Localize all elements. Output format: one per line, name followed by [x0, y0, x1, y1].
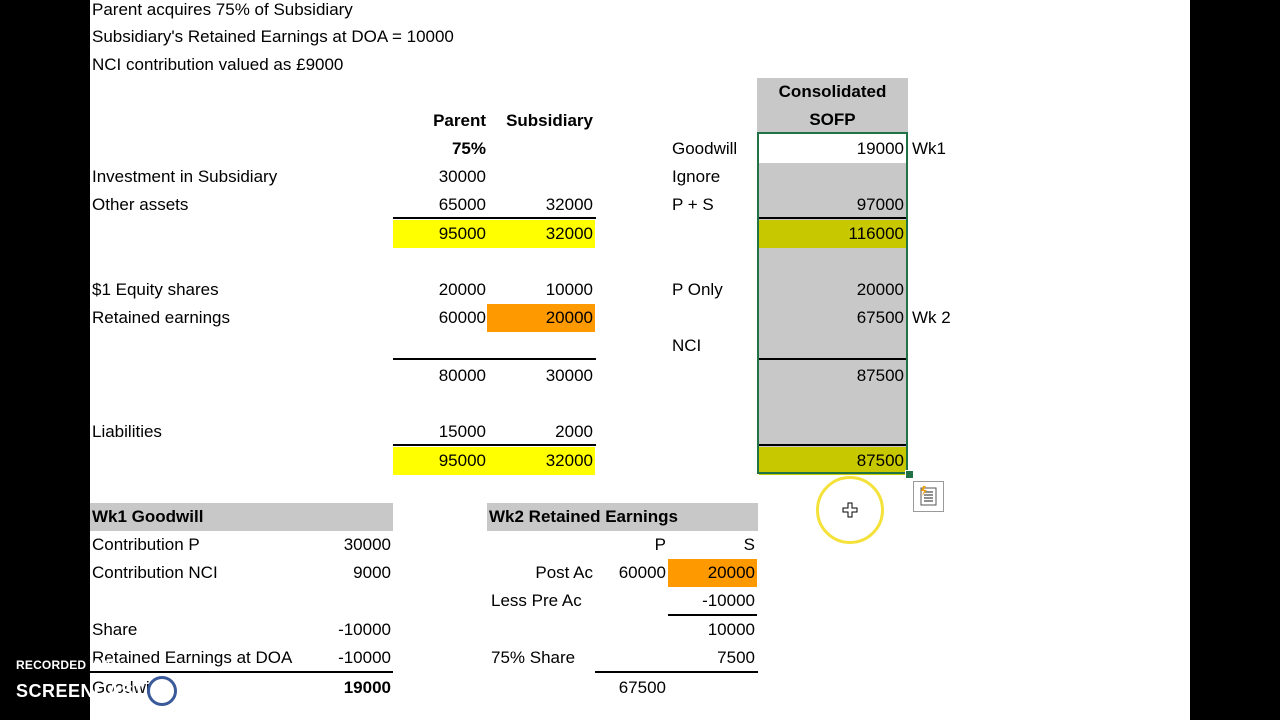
wk2-cell-post-ac-p[interactable]: 60000: [618, 563, 666, 582]
border-line: [668, 614, 757, 616]
quick-analysis-icon: [920, 486, 937, 506]
wk1-label-contribution-p: Contribution P: [92, 535, 200, 554]
note-nci: NCI contribution valued as £9000: [92, 55, 344, 74]
cell-assets-total-subsidiary[interactable]: 32000: [487, 220, 595, 248]
wk2-label-less-pre-ac: Less Pre Ac: [491, 591, 582, 610]
border-line: [393, 217, 596, 219]
cell-other-assets-subsidiary[interactable]: 32000: [545, 195, 593, 214]
cell-cursor-icon: [842, 502, 858, 518]
header-parent-percent: 75%: [451, 139, 486, 158]
wk1-label-contribution-nci: Contribution NCI: [92, 563, 218, 582]
label-goodwill: Goodwill: [672, 139, 738, 158]
wk1-cell-share[interactable]: -10000: [338, 620, 391, 639]
note-acquisition: Parent acquires 75% of Subsidiary: [92, 0, 353, 19]
wk2-cell-total-p[interactable]: 67500: [618, 678, 666, 697]
label-ignore: Ignore: [672, 167, 721, 186]
cell-consolidated-equity-total[interactable]: 87500: [856, 366, 904, 385]
border-line: [759, 444, 906, 446]
cell-assets-total-parent[interactable]: 95000: [393, 220, 488, 248]
wk2-label-post-ac: Post Ac: [535, 563, 593, 582]
screencast-logo-icon: [147, 676, 178, 706]
wk1-label-goodwill: Goodwill: [92, 678, 158, 697]
cell-consolidated-grand-total[interactable]: 87500: [759, 447, 906, 475]
label-investment: Investment in Subsidiary: [92, 167, 278, 186]
header-consolidated-line2: SOFP: [809, 110, 856, 129]
wk2-cell-75-share-s[interactable]: 7500: [717, 648, 755, 667]
selection-range: [757, 132, 908, 474]
wk1-title: Wk1 Goodwill: [90, 503, 393, 531]
header-consolidated-sofp: Consolidated SOFP: [757, 78, 908, 134]
border-line: [90, 671, 393, 673]
cell-consolidated-retained[interactable]: 67500: [856, 308, 904, 327]
label-p-plus-s: P + S: [672, 195, 714, 214]
border-line: [759, 217, 906, 219]
label-p-only: P Only: [672, 280, 723, 299]
cell-retained-parent[interactable]: 60000: [438, 308, 486, 327]
wk2-title: Wk2 Retained Earnings: [487, 503, 758, 531]
wk2-cell-subtotal-s[interactable]: 10000: [707, 620, 755, 639]
consolidated-column-fill: [759, 162, 906, 472]
cell-grand-total-parent[interactable]: 95000: [393, 447, 488, 475]
cell-retained-subsidiary[interactable]: 20000: [487, 304, 595, 332]
ref-wk1: Wk1: [912, 139, 946, 158]
wk1-cell-contribution-p[interactable]: 30000: [343, 535, 391, 554]
label-liabilities: Liabilities: [92, 422, 162, 441]
border-line: [595, 671, 758, 673]
watermark-recorded-with: RECORDED WITH: [16, 658, 122, 672]
wk2-cell-less-pre-ac-s[interactable]: -10000: [702, 591, 755, 610]
cell-liabilities-subsidiary[interactable]: 2000: [555, 422, 593, 441]
header-parent: Parent: [433, 111, 486, 130]
quick-analysis-button[interactable]: [913, 481, 944, 512]
wk2-header-s: S: [743, 535, 755, 554]
fill-handle[interactable]: [905, 470, 914, 479]
cell-equity-total-parent[interactable]: 80000: [438, 366, 486, 385]
cell-consolidated-ps[interactable]: 97000: [856, 195, 904, 214]
cell-equity-total-subsidiary[interactable]: 30000: [545, 366, 593, 385]
cell-other-assets-parent[interactable]: 65000: [438, 195, 486, 214]
cell-consolidated-assets-total[interactable]: 116000: [759, 220, 906, 248]
watermark-brand-right: MATIC: [179, 680, 238, 701]
note-retained-doa: Subsidiary's Retained Earnings at DOA = …: [92, 27, 454, 46]
cell-investment-parent[interactable]: 30000: [438, 167, 486, 186]
wk1-label-share: Share: [92, 620, 138, 639]
label-nci: NCI: [672, 336, 702, 355]
wk1-cell-contribution-nci[interactable]: 9000: [353, 563, 391, 582]
header-consolidated-line1: Consolidated: [778, 82, 887, 101]
wk1-label-retained-doa: Retained Earnings at DOA: [92, 648, 293, 667]
cell-consolidated-p-only[interactable]: 20000: [856, 280, 904, 299]
border-line: [393, 444, 596, 446]
wk1-cell-goodwill[interactable]: 19000: [343, 678, 391, 697]
cell-equity-subsidiary[interactable]: 10000: [545, 280, 593, 299]
label-retained-earnings: Retained earnings: [92, 308, 230, 327]
watermark-brand-left: SCREENCAST: [16, 680, 146, 701]
cell-liabilities-parent[interactable]: 15000: [438, 422, 486, 441]
watermark-brand: SCREENCAST MATIC: [16, 676, 237, 706]
wk2-header-p: P: [654, 535, 666, 554]
label-equity-shares: $1 Equity shares: [92, 280, 219, 299]
cell-equity-parent[interactable]: 20000: [438, 280, 486, 299]
cell-consolidated-goodwill[interactable]: 19000: [759, 135, 906, 163]
wk1-cell-retained-doa[interactable]: -10000: [338, 648, 391, 667]
label-other-assets: Other assets: [92, 195, 189, 214]
screencast-watermark: RECORDED WITH SCREENCAST MATIC: [16, 658, 237, 706]
border-line: [393, 358, 596, 360]
cell-grand-total-subsidiary[interactable]: 32000: [487, 447, 595, 475]
header-subsidiary: Subsidiary: [506, 111, 593, 130]
ref-wk2: Wk 2: [912, 308, 951, 327]
spreadsheet-area[interactable]: Parent acquires 75% of Subsidiary Subsid…: [90, 0, 1190, 720]
border-line: [759, 358, 906, 360]
wk2-cell-post-ac-s[interactable]: 20000: [668, 559, 757, 587]
wk2-label-75-share: 75% Share: [491, 648, 576, 667]
